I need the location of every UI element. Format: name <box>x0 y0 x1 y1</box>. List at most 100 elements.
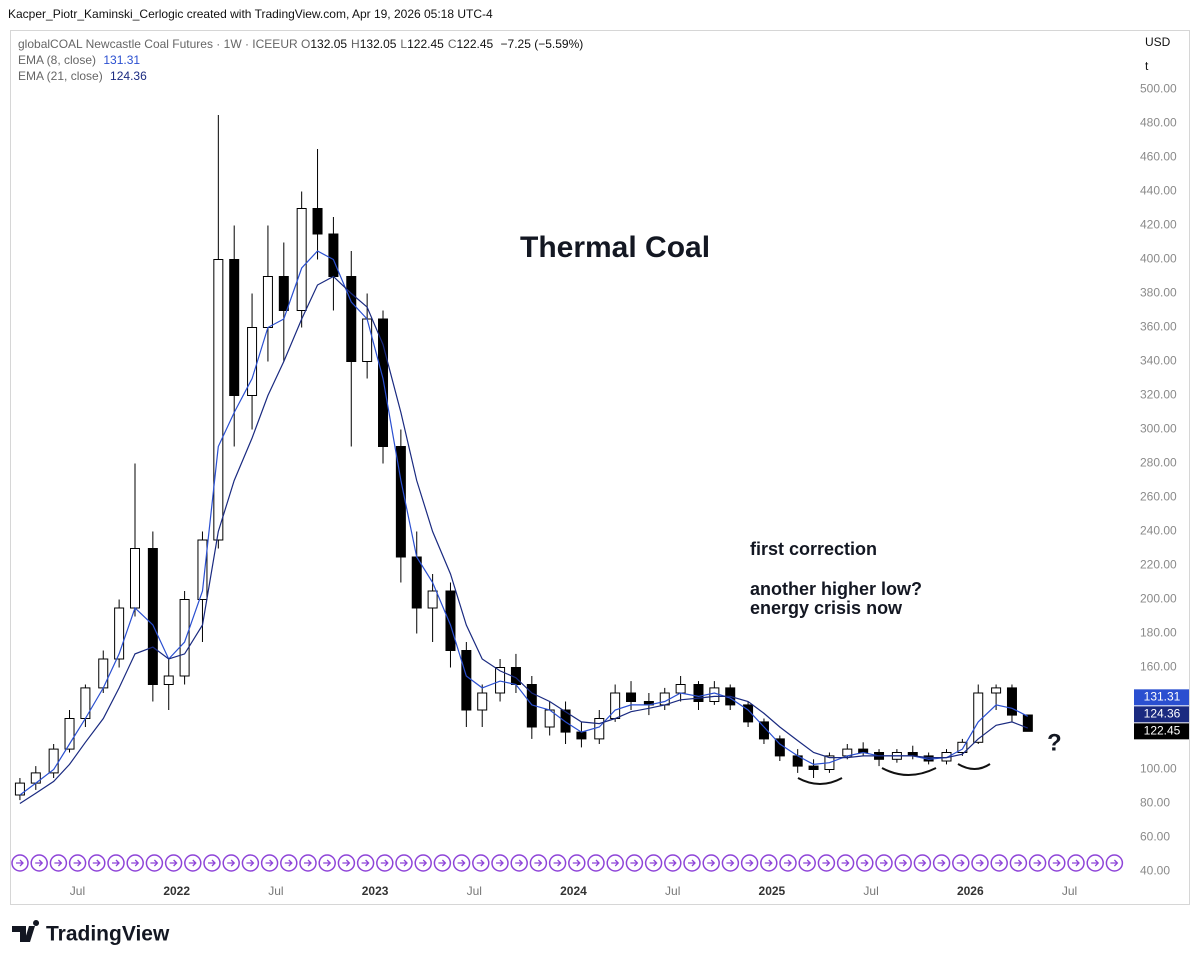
event-arrow <box>745 859 754 867</box>
legend-row: EMA (21, close) 124.36 <box>18 68 583 84</box>
event-arrow <box>361 859 370 867</box>
y-tick-label: 380.00 <box>1140 286 1177 300</box>
price-tag <box>1134 723 1189 740</box>
candle-body <box>30 772 41 784</box>
candle-body <box>445 590 456 651</box>
event-arrow <box>380 859 389 867</box>
y-tick-label: 420.00 <box>1140 218 1177 232</box>
y-tick-label: 180.00 <box>1140 626 1177 640</box>
price-tag-label: 122.45 <box>1144 724 1181 738</box>
ema-line <box>19 250 1029 796</box>
event-arrow <box>995 859 1004 867</box>
y-tick-label: 300.00 <box>1140 422 1177 436</box>
event-arrow <box>400 859 408 867</box>
x-tick-label: Jul <box>863 884 878 898</box>
y-tick-label: 400.00 <box>1140 252 1177 266</box>
x-tick-label: Jul <box>70 884 85 898</box>
candle-body <box>1006 687 1017 716</box>
y-tick-label: 480.00 <box>1140 116 1177 130</box>
event-arrow <box>611 859 620 867</box>
y-tick-label: 360.00 <box>1140 320 1177 334</box>
candle-body <box>247 327 258 396</box>
event-arrow <box>707 859 716 867</box>
candle-body <box>576 731 587 740</box>
legend-name: EMA (21, close) <box>18 69 103 83</box>
event-arrow <box>246 859 255 867</box>
ohlc-value: 132.05 <box>310 37 348 51</box>
y-tick-label: 240.00 <box>1140 524 1177 538</box>
ema-line <box>19 275 1029 805</box>
event-arrow <box>841 859 850 867</box>
candle-body <box>179 599 190 677</box>
symbol: globalCOAL Newcastle Coal Futures · 1W ·… <box>18 37 298 51</box>
candle-body <box>560 709 571 733</box>
event-arrow <box>1014 859 1023 867</box>
event-arrow <box>476 859 485 867</box>
event-arrow <box>208 859 216 867</box>
ohlc-value: 132.05 <box>359 37 397 51</box>
event-arrow <box>976 859 984 867</box>
event-arrow <box>956 859 965 867</box>
y-tick-label: 460.00 <box>1140 150 1177 164</box>
ohlc-key: H <box>351 37 360 51</box>
annotation: energy crisis now <box>750 598 903 618</box>
candle-body <box>957 741 968 753</box>
event-arrow <box>169 859 178 867</box>
legend-value: 131.31 <box>103 53 141 67</box>
drawn-arc <box>957 763 991 770</box>
candle-body <box>114 607 125 660</box>
event-arrow <box>937 859 946 867</box>
annotation-title: Thermal Coal <box>520 231 710 264</box>
event-arrow <box>323 859 332 867</box>
candle-body <box>147 548 158 685</box>
y-tick-label: 440.00 <box>1140 184 1177 198</box>
event-arrow <box>304 859 312 867</box>
candle-body <box>362 318 373 362</box>
ohlc-key: L <box>400 37 408 51</box>
x-tick-label: 2022 <box>163 884 190 898</box>
event-arrow <box>918 859 927 867</box>
unit: t <box>1145 59 1149 73</box>
candles <box>14 115 1033 801</box>
x-tick-label: 2025 <box>759 884 786 898</box>
candle-body <box>48 748 59 774</box>
candle-body <box>693 684 704 702</box>
event-arrow <box>726 859 735 867</box>
candle-body <box>709 687 720 703</box>
event-arrow <box>860 859 869 867</box>
annotation: first correction <box>750 539 877 559</box>
header-text: Kacper_Piotr_Kaminski_Cerlogic created w… <box>8 7 493 21</box>
event-arrow <box>265 859 274 867</box>
candle-body <box>675 684 686 694</box>
event-arrow <box>16 859 24 867</box>
candle-body <box>229 259 240 396</box>
event-arrow <box>284 859 293 867</box>
event-arrow <box>54 859 63 867</box>
event-arrow <box>342 859 351 867</box>
candle-body <box>743 704 754 723</box>
x-tick-label: 2023 <box>362 884 389 898</box>
price-tag-label: 124.36 <box>1144 707 1181 721</box>
annotation: ? <box>1047 729 1062 756</box>
ohlc-key: O <box>301 37 311 51</box>
drawn-arc <box>797 777 843 785</box>
y-tick-label: 160.00 <box>1140 660 1177 674</box>
event-arrow <box>188 859 197 867</box>
candle-body <box>427 590 438 609</box>
y-tick-label: 200.00 <box>1140 592 1177 606</box>
candle-body <box>659 692 670 706</box>
y-tick-label: 220.00 <box>1140 558 1177 572</box>
y-tick-label: 500.00 <box>1140 82 1177 96</box>
event-arrow <box>822 859 831 867</box>
y-tick-label: 280.00 <box>1140 456 1177 470</box>
candle-body <box>378 318 389 447</box>
candle-body <box>64 718 75 750</box>
event-arrow <box>496 859 504 867</box>
currency: USD <box>1145 35 1171 49</box>
event-arrow <box>534 859 543 867</box>
candle-body <box>296 208 307 311</box>
candle-body <box>213 259 224 541</box>
legend: globalCOAL Newcastle Coal Futures · 1W ·… <box>18 36 583 84</box>
price-tag-label: 131.31 <box>1144 690 1181 704</box>
